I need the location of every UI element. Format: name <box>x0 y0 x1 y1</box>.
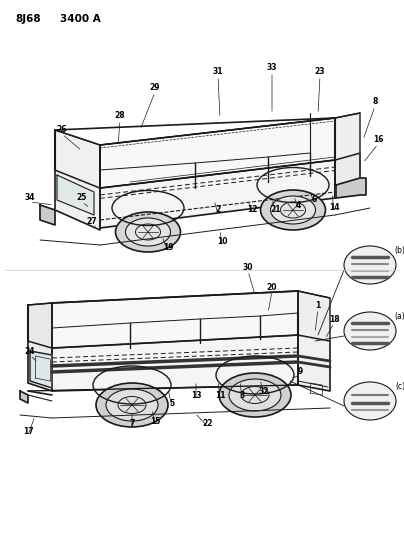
Ellipse shape <box>344 312 396 350</box>
Polygon shape <box>298 335 330 391</box>
Text: 4: 4 <box>295 200 301 209</box>
Polygon shape <box>40 205 55 225</box>
Text: 1: 1 <box>316 301 321 310</box>
Ellipse shape <box>96 383 168 427</box>
Text: 15: 15 <box>150 416 160 425</box>
Text: 17: 17 <box>23 426 33 435</box>
Text: 24: 24 <box>25 346 35 356</box>
Text: 23: 23 <box>315 68 325 77</box>
Text: 19: 19 <box>163 244 173 253</box>
Text: 28: 28 <box>115 111 125 120</box>
Text: 21: 21 <box>271 206 281 214</box>
Polygon shape <box>28 341 52 391</box>
Text: 16: 16 <box>373 135 383 144</box>
Polygon shape <box>57 175 94 215</box>
Text: 8: 8 <box>372 98 378 107</box>
Text: 26: 26 <box>57 125 67 134</box>
Text: 25: 25 <box>77 193 87 203</box>
Ellipse shape <box>126 218 170 246</box>
Text: 30: 30 <box>243 262 253 271</box>
Text: 34: 34 <box>25 193 35 203</box>
Text: 2: 2 <box>215 206 221 214</box>
Text: 8J68: 8J68 <box>15 14 41 24</box>
Polygon shape <box>335 113 360 160</box>
Polygon shape <box>55 170 100 230</box>
Polygon shape <box>336 178 366 198</box>
Polygon shape <box>28 303 52 348</box>
Text: 32: 32 <box>259 386 269 395</box>
Polygon shape <box>30 351 52 388</box>
Ellipse shape <box>344 246 396 284</box>
Polygon shape <box>335 153 360 198</box>
Text: 11: 11 <box>215 391 225 400</box>
Text: 22: 22 <box>203 418 213 427</box>
Text: 31: 31 <box>213 68 223 77</box>
Text: 33: 33 <box>267 63 277 72</box>
Polygon shape <box>55 130 100 188</box>
Ellipse shape <box>229 379 281 411</box>
Ellipse shape <box>344 382 396 420</box>
Text: 27: 27 <box>87 217 97 227</box>
Text: 9: 9 <box>297 367 303 376</box>
Polygon shape <box>52 291 298 348</box>
Text: 6: 6 <box>311 196 317 205</box>
Text: 20: 20 <box>267 282 277 292</box>
Polygon shape <box>100 160 335 228</box>
Ellipse shape <box>106 389 158 421</box>
Text: 3: 3 <box>240 391 245 400</box>
Polygon shape <box>20 391 28 403</box>
Text: 14: 14 <box>329 204 339 213</box>
Text: 12: 12 <box>247 206 257 214</box>
Ellipse shape <box>116 212 181 252</box>
Text: 18: 18 <box>329 314 339 324</box>
Text: 5: 5 <box>169 399 175 408</box>
Polygon shape <box>100 118 335 188</box>
Text: (c): (c) <box>395 382 404 391</box>
Text: 13: 13 <box>191 391 201 400</box>
Ellipse shape <box>261 190 326 230</box>
Ellipse shape <box>219 373 291 417</box>
Ellipse shape <box>271 196 316 224</box>
Text: 3400 A: 3400 A <box>60 14 101 24</box>
Polygon shape <box>52 335 298 391</box>
Text: (a): (a) <box>395 311 404 320</box>
Text: 7: 7 <box>129 418 135 427</box>
Polygon shape <box>298 291 330 341</box>
Text: (b): (b) <box>395 246 404 254</box>
Text: 10: 10 <box>217 238 227 246</box>
Text: 29: 29 <box>150 84 160 93</box>
